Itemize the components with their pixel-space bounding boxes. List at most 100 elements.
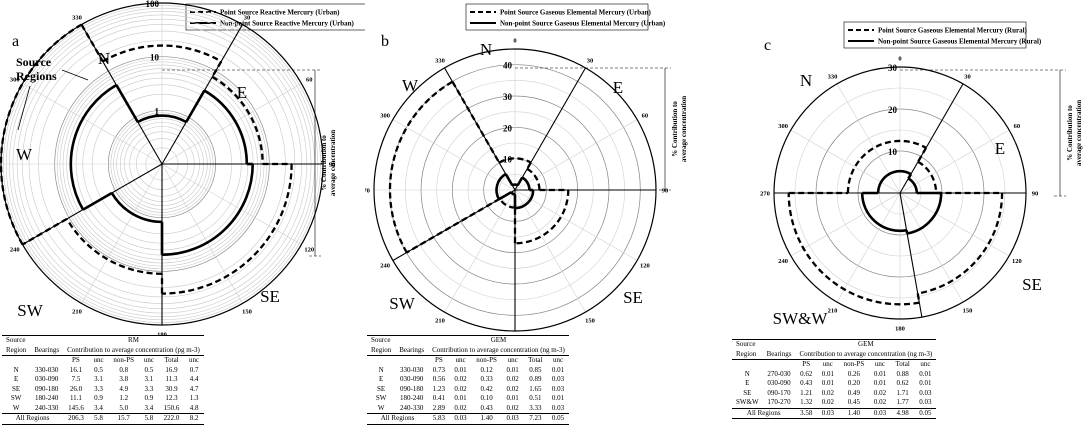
angle-tick-label: 60	[1014, 123, 1021, 130]
direction-label-e: E	[613, 78, 623, 97]
side-label-line2: average concentration	[680, 96, 688, 162]
spoke	[161, 163, 302, 245]
angle-tick-label: 120	[1012, 258, 1022, 265]
table-cell: 4.9	[119, 384, 129, 393]
radial-tick-label: 20	[888, 105, 898, 115]
legend-entry-1: Non-point Source Gaseous Elemental Mercu…	[878, 38, 1042, 46]
table-cell: 0.03	[919, 398, 932, 406]
table-cell: 5.8	[88, 413, 109, 425]
table-row: E 030-090 0.43 0.01 0.20 0.01 0.62 0.01	[732, 379, 936, 389]
polar-chart-a: Point Source Reactive Mercury (Urban) Non…	[0, 0, 365, 335]
panel-label: a	[12, 33, 19, 50]
table-cell: Bearings	[30, 345, 64, 356]
annotation-arrow-1	[61, 69, 89, 81]
table-cell: Source	[732, 339, 763, 350]
table-cell: non-PS	[843, 360, 865, 368]
spoke	[790, 192, 901, 257]
sector-arc-sw-w-ps	[787, 192, 920, 306]
table-cell: 1.23	[432, 384, 446, 393]
angle-tick-label: 300	[380, 113, 390, 120]
sector-arc-w-ps	[0, 23, 83, 246]
legend-entry-1: Non-point Source Gaseous Elemental Mercu…	[500, 20, 666, 28]
angle-tick-label: 210	[435, 317, 445, 324]
table-cell: N	[744, 369, 750, 378]
spoke	[514, 189, 638, 261]
sector-arc-n-nonps	[511, 183, 519, 187]
table-cell: 3.33	[529, 403, 542, 412]
spoke	[899, 129, 1010, 194]
sector-arc-n-nonps	[137, 114, 187, 124]
table-cell: 0.49	[847, 388, 861, 397]
table-cell: unc	[553, 356, 564, 364]
table-cell: Region	[732, 349, 763, 360]
table-cell: 0.5	[144, 365, 154, 374]
table-row: N 330-030 0.73 0.01 0.12 0.01 0.85 0.01	[367, 366, 569, 376]
table-cell: 270-030	[767, 369, 791, 378]
angle-tick-label: 30	[587, 58, 594, 65]
angle-tick-label: 240	[778, 258, 788, 265]
table-cell: PS	[72, 356, 80, 364]
table-cell	[395, 335, 429, 346]
table-cell: 240-330	[400, 403, 424, 412]
table-cell: 0.02	[873, 398, 887, 406]
table-cell	[30, 335, 64, 346]
table-cell: 0.12	[480, 365, 493, 374]
table-cell	[732, 360, 763, 370]
table-cell: 0.56	[432, 375, 446, 383]
angle-tick-label: 240	[380, 263, 390, 270]
sector-arc-w-nonps	[69, 83, 118, 211]
table-cell: unc	[143, 356, 154, 364]
table-cell: 0.88	[896, 369, 909, 378]
table-cell: PS	[802, 360, 811, 368]
angle-tick-label: 30	[964, 74, 971, 81]
table-cell: 0.41	[432, 394, 446, 402]
angle-tick-label: 180	[895, 326, 905, 333]
table-cell	[2, 356, 30, 366]
table-cell: 0.01	[821, 369, 834, 378]
angle-tick-label: 300	[10, 77, 20, 84]
arc-connector	[516, 176, 524, 187]
table-cell: 0.02	[454, 375, 467, 383]
table-cell: 0.20	[847, 379, 861, 387]
legend-box	[185, 3, 365, 31]
table-row: SE 090-180 1.23 0.02 0.42 0.02 1.65 0.03	[367, 385, 569, 395]
table-cell: 12.3	[165, 394, 178, 402]
annotation-source: Source	[16, 55, 52, 69]
table-row: SW 180-240 11.1 0.9 1.2 0.9 12.3 1.3	[2, 394, 204, 404]
arc-connector	[115, 84, 139, 123]
table-cell: Bearings	[395, 345, 429, 356]
table-cell: 0.05	[914, 407, 937, 419]
radial-tick-label: 1	[155, 106, 160, 116]
angle-tick-label: 30	[244, 14, 251, 21]
table-cell: 0.62	[800, 369, 813, 378]
angle-tick-label: 330	[828, 74, 838, 81]
spoke	[836, 192, 901, 303]
table-cell: GEM	[428, 335, 569, 346]
arc-connector	[905, 230, 909, 234]
table-cell: 1.32	[800, 398, 813, 406]
table-cell: 1.65	[529, 384, 542, 393]
table-cell: unc	[822, 360, 833, 368]
arc-connector	[211, 60, 223, 78]
table-cell: Total	[895, 360, 910, 368]
side-label-line1: % Contribution to	[320, 135, 328, 191]
table-cell: 240-330	[35, 403, 59, 412]
table-cell: 0.51	[529, 394, 542, 402]
table-cell: 11.1	[69, 394, 82, 402]
table-cell: 3.58	[795, 407, 818, 419]
table-cell: W	[377, 403, 385, 412]
sector-arc-e-ps	[917, 160, 938, 194]
table-cell: 0.02	[454, 403, 467, 412]
spoke	[899, 192, 1010, 257]
angle-tick-label: 60	[306, 77, 313, 84]
table-title-row: Source GEM	[732, 339, 937, 350]
table-cell: SE	[12, 384, 21, 393]
table-cell: 7.5	[71, 375, 81, 383]
table-cell: 0.01	[551, 394, 565, 402]
angle-tick-label: 180	[157, 332, 167, 336]
angle-tick-label: 150	[585, 317, 595, 324]
table-cell: Bearings	[762, 349, 796, 360]
table-header-row: PS unc non-PS unc Total unc	[2, 356, 204, 366]
table-cell: 1.3	[189, 394, 199, 402]
angle-tick-label: 240	[10, 247, 20, 254]
